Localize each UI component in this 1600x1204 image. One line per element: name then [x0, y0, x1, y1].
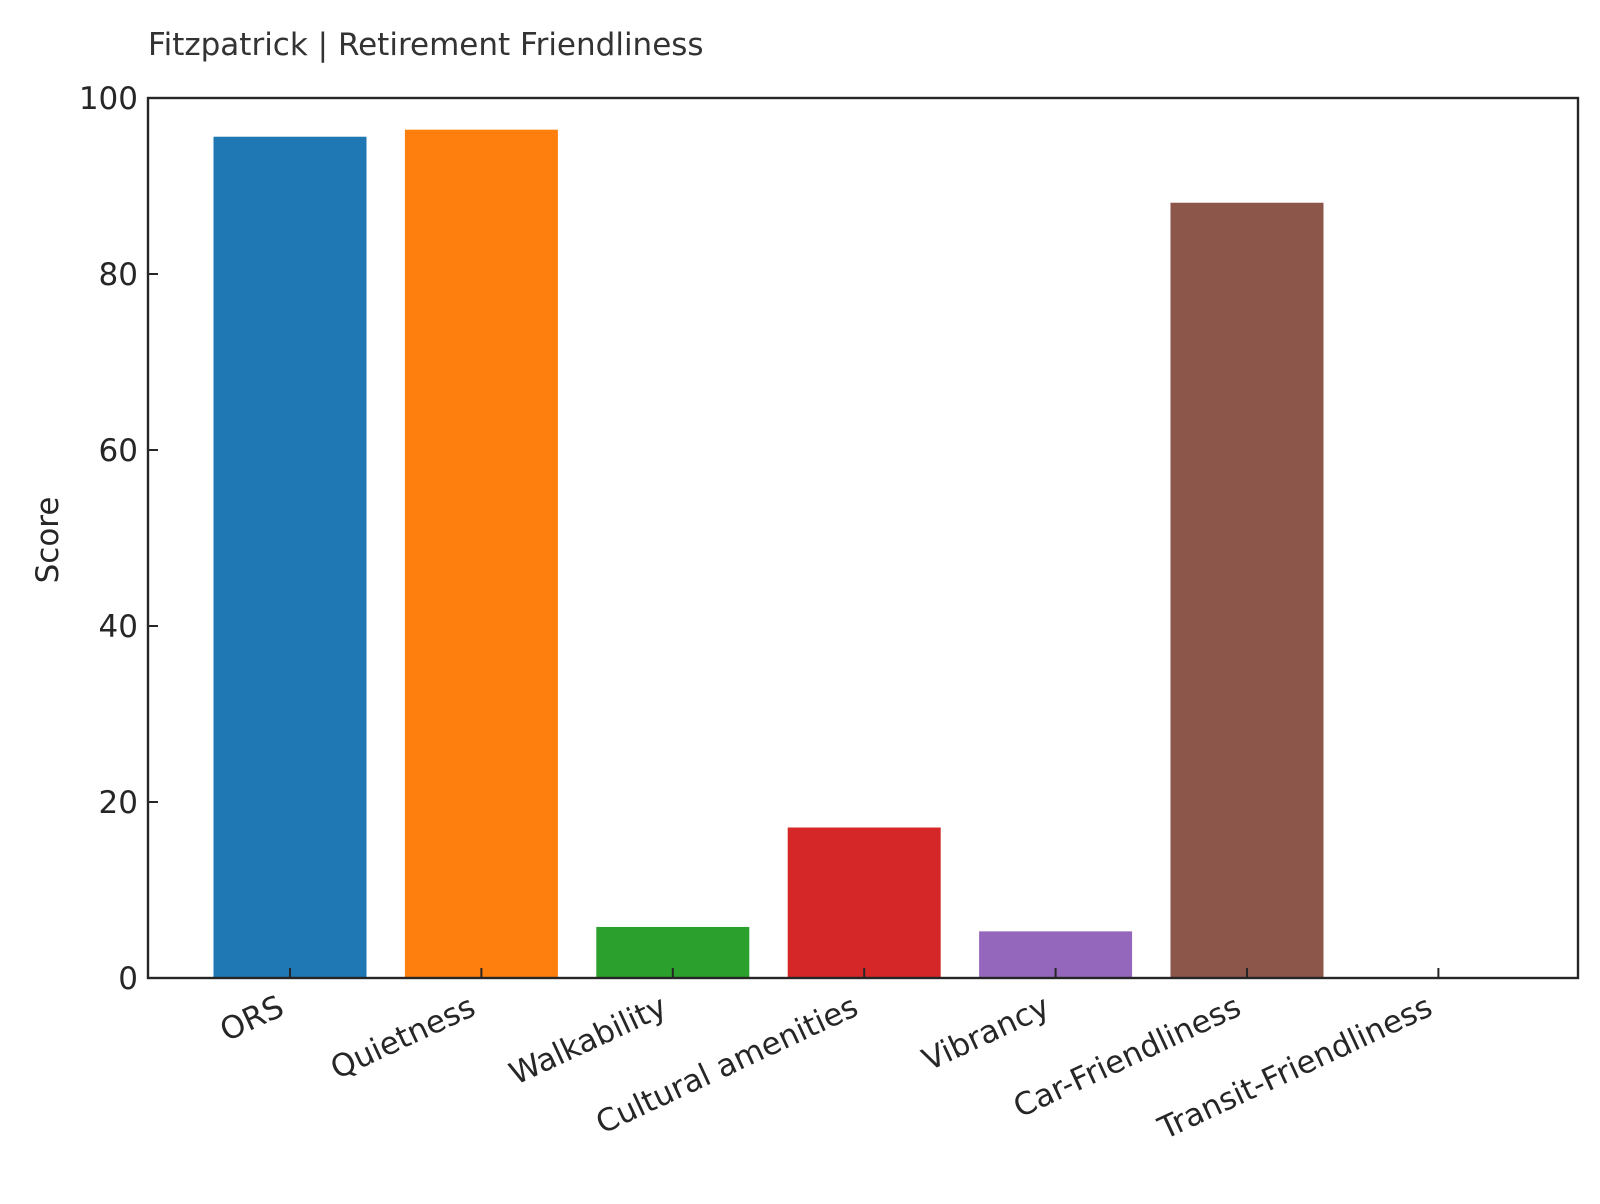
y-tick-label: 0 [118, 961, 138, 997]
y-tick-label: 40 [99, 609, 138, 645]
x-tick-label: Walkability [504, 989, 672, 1093]
bar-car-friendliness [1170, 202, 1324, 979]
y-tick-label: 60 [99, 433, 138, 469]
bar-cultural-amenities [787, 827, 941, 978]
y-tick-label: 20 [99, 785, 138, 821]
y-axis-ticks: 0 20 40 60 80 100 [79, 81, 158, 997]
bars-group [213, 129, 1324, 979]
x-tick-label: Vibrancy [917, 989, 1055, 1079]
x-tick-label: Quietness [325, 989, 481, 1087]
y-tick-label: 100 [79, 81, 138, 117]
y-tick-label: 80 [99, 257, 138, 293]
x-tick-label: ORS [215, 989, 290, 1049]
chart-title: Fitzpatrick | Retirement Friendliness [148, 27, 704, 63]
bar-ors [213, 136, 367, 979]
plot-frame [146, 96, 1580, 980]
y-axis-label: Score [30, 497, 66, 584]
bar-quietness [404, 129, 558, 978]
